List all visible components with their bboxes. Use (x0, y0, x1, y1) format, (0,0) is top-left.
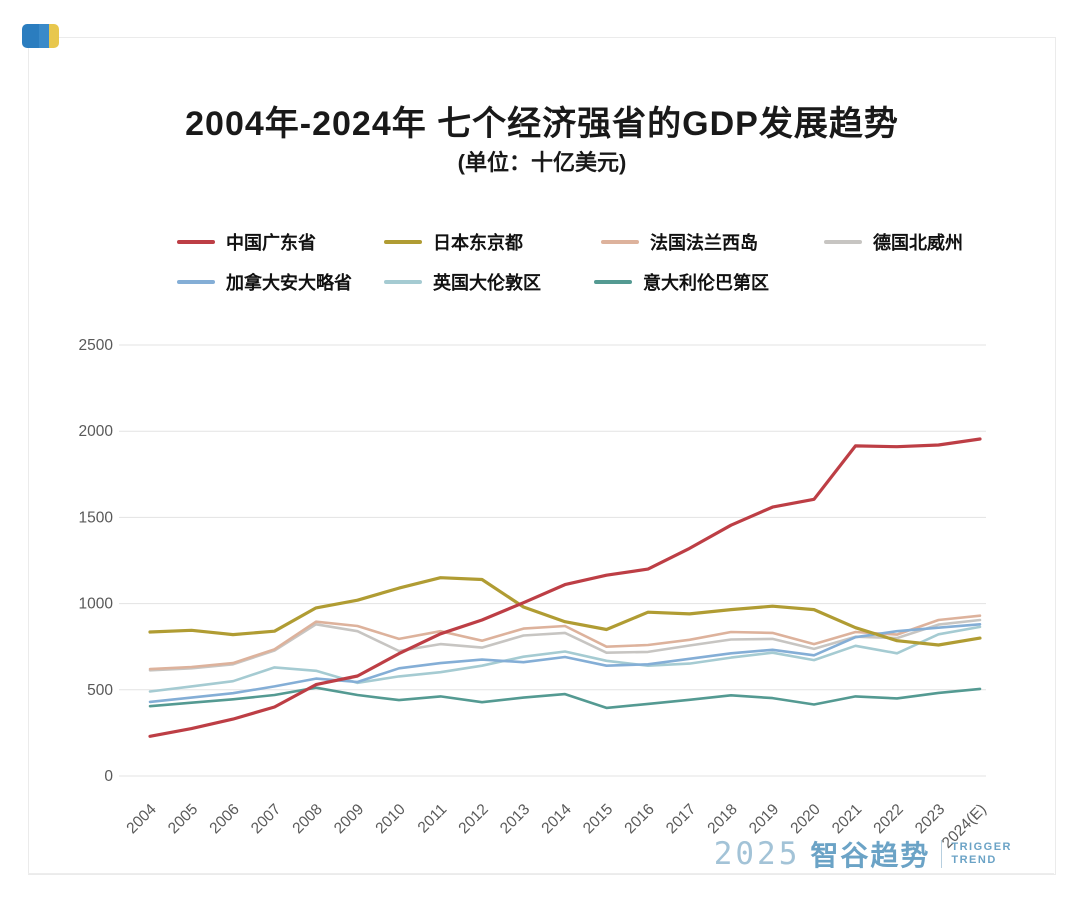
series-line-7 (148, 686, 982, 710)
y-axis-tick-500: 500 (87, 682, 113, 699)
x-axis-tick-2011: 2011 (415, 801, 451, 837)
legend-swatch (177, 280, 215, 284)
x-axis-tick-2017: 2017 (663, 801, 699, 837)
legend-label: 意大利伦巴第区 (643, 273, 769, 293)
x-axis-tick-2023: 2023 (912, 801, 948, 837)
x-axis-tick-2005: 2005 (165, 801, 201, 837)
series-line-6 (148, 625, 982, 693)
footer-logo-brand-cn: 智谷趋势 (810, 840, 931, 871)
legend-item-4: 德国北威州 (824, 229, 963, 255)
x-axis-tick-2008: 2008 (289, 801, 325, 837)
legend-item-3: 法国法兰西岛 (601, 229, 758, 255)
legend-item-5: 加拿大安大略省 (177, 269, 352, 295)
legend-item-1: 中国广东省 (177, 229, 316, 255)
series-line-3 (148, 614, 982, 671)
x-axis-tick-2012: 2012 (455, 801, 491, 837)
x-axis-tick-2009: 2009 (331, 801, 367, 837)
y-axis-tick-2500: 2500 (79, 337, 114, 354)
x-axis-tick-2013: 2013 (497, 801, 533, 837)
gdp-line-chart: 0 500 1000 1500 2000 2500 2004 2005 2006 2007 2008… (79, 337, 990, 852)
series-line-5 (148, 622, 982, 704)
legend-swatch (601, 240, 639, 244)
footer-logo: 2025 智谷趋势 TRIGGER TREND (714, 836, 1012, 872)
footer-logo-brand-en: TRIGGER TREND (951, 841, 1012, 867)
legend-label: 德国北威州 (873, 233, 963, 253)
footer-logo-separator (941, 840, 943, 868)
legend: 中国广东省 日本东京都 法国法兰西岛 德国北威州加拿大安大略省 英国大伦敦区 意大利伦巴第… (29, 38, 1055, 874)
x-axis-tick-2022: 2022 (870, 801, 906, 837)
legend-swatch (384, 280, 422, 284)
brand-logo-icon (22, 24, 59, 48)
x-axis-tick-2018: 2018 (704, 801, 740, 837)
footer-logo-year: 2025 (713, 836, 801, 872)
legend-item-7: 意大利伦巴第区 (594, 269, 769, 295)
x-axis-tick-2007: 2007 (248, 801, 284, 837)
footer-divider (28, 873, 1054, 874)
x-axis-tick-2004: 2004 (123, 801, 160, 838)
footer-logo-trigger: TRIGGER (951, 841, 1012, 853)
x-axis-tick-2015: 2015 (580, 801, 616, 837)
x-axis-tick-2010: 2010 (372, 801, 409, 838)
y-axis-tick-1500: 1500 (79, 509, 114, 526)
series-line-2 (148, 576, 982, 647)
legend-swatch (824, 240, 862, 244)
chart-subtitle: (单位：十亿美元) (457, 150, 627, 175)
footer-logo-trend: TREND (951, 854, 997, 866)
x-axis-tick-2021: 2021 (829, 801, 865, 837)
series-line-4 (148, 618, 982, 672)
chart-title: 2004年-2024年 七个经济强省的GDP发展趋势 (185, 105, 899, 143)
x-axis-tick-2006: 2006 (206, 801, 242, 837)
legend-item-2: 日本东京都 (384, 229, 523, 255)
legend-label: 英国大伦敦区 (433, 273, 541, 293)
legend-label: 法国法兰西岛 (650, 233, 758, 253)
x-axis-tick-2019: 2019 (746, 801, 782, 837)
legend-label: 日本东京都 (433, 233, 523, 253)
x-axis-tick-2016: 2016 (621, 801, 657, 837)
legend-swatch (177, 240, 215, 244)
y-axis-tick-2000: 2000 (79, 423, 114, 440)
x-axis-tick-2020: 2020 (787, 801, 824, 838)
legend-item-6: 英国大伦敦区 (384, 269, 541, 295)
y-axis-tick-1000: 1000 (79, 596, 114, 613)
legend-swatch (384, 240, 422, 244)
x-axis-tick-2014: 2014 (538, 801, 575, 838)
content-card: 2004年-2024年 七个经济强省的GDP发展趋势 (单位：十亿美元) 中国广… (28, 37, 1056, 875)
legend-label: 加拿大安大略省 (226, 273, 352, 293)
series-line-1 (148, 437, 982, 738)
legend-swatch (594, 280, 632, 284)
legend-label: 中国广东省 (226, 233, 316, 253)
y-axis-tick-0: 0 (104, 768, 113, 785)
